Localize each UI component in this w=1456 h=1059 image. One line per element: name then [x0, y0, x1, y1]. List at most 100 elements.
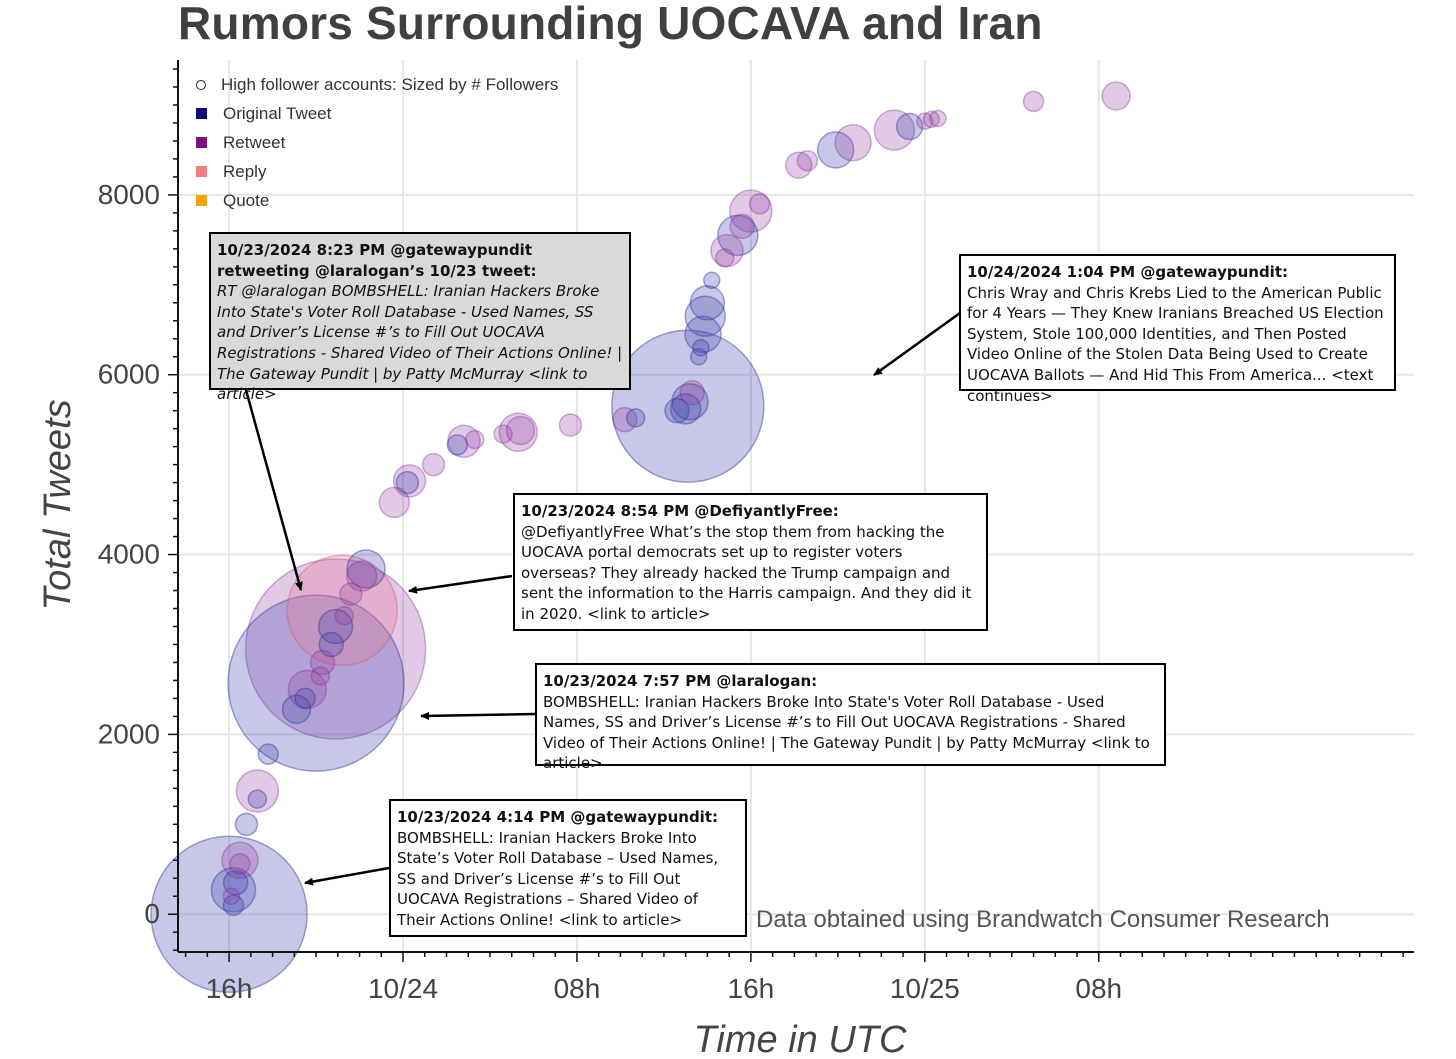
data-point — [684, 295, 726, 338]
square-swatch-icon — [196, 108, 207, 119]
square-swatch-icon — [196, 166, 207, 177]
callout-laralogan: 10/23/2024 7:57 PM @laralogan: BOMBSHELL… — [535, 663, 1166, 772]
data-point — [446, 434, 469, 456]
legend-label: Quote — [223, 190, 270, 210]
callout-heading: 10/23/2024 8:54 PM @DefiyantlyFree: — [521, 502, 839, 520]
data-point — [221, 841, 259, 880]
data-point — [664, 397, 690, 424]
y-tick-label: 8000 — [98, 179, 160, 210]
data-point — [929, 109, 947, 128]
callout-text: @DefiyantlyFree What’s the stop them fro… — [521, 522, 972, 623]
data-points — [150, 81, 1131, 993]
data-point — [834, 123, 872, 162]
x-tick-label: 10/24 — [368, 973, 438, 1004]
legend-entry-retweet: Retweet — [196, 128, 558, 157]
legend-entry-original: Original Tweet — [196, 99, 558, 128]
data-point — [703, 271, 721, 290]
callout-heading: 10/24/2024 1:04 PM @gatewaypundit: — [967, 263, 1288, 281]
data-point — [895, 112, 924, 141]
callout-arrow — [304, 866, 390, 886]
callout-text: Chris Wray and Chris Krebs Lied to the A… — [967, 283, 1384, 405]
data-point — [816, 131, 855, 169]
data-point — [498, 412, 539, 453]
data-point — [505, 415, 536, 446]
data-point — [286, 554, 398, 667]
data-point — [421, 452, 446, 477]
legend: High follower accounts: Sized by # Follo… — [196, 70, 558, 215]
data-point — [710, 233, 744, 268]
data-point — [257, 743, 279, 765]
data-point — [671, 382, 709, 421]
data-point — [558, 413, 583, 437]
callout-gateway-retweet: 10/23/2024 8:23 PM @gatewaypundit retwee… — [209, 232, 631, 403]
data-point — [234, 812, 259, 837]
data-point — [281, 694, 312, 724]
y-tick-label: 6000 — [98, 359, 160, 390]
data-point — [796, 149, 819, 172]
data-point — [717, 214, 759, 257]
callout-arrows — [244, 311, 961, 886]
data-point — [378, 486, 411, 519]
data-point — [222, 870, 249, 896]
chart-title: Rumors Surrounding UOCAVA and Iran — [178, 0, 1043, 49]
data-point — [339, 582, 363, 606]
callout-text: RT @laralogan BOMBSHELL: Iranian Hackers… — [217, 282, 623, 404]
data-point — [247, 789, 268, 809]
data-point — [244, 558, 427, 740]
data-point — [729, 189, 773, 233]
legend-size-entry: High follower accounts: Sized by # Follo… — [196, 70, 558, 99]
data-point — [689, 347, 708, 366]
data-point — [922, 110, 941, 129]
data-point — [235, 769, 280, 813]
source-note: Data obtained using Brandwatch Consumer … — [756, 906, 1330, 933]
data-point — [150, 835, 308, 993]
y-tick-label: 2000 — [98, 718, 160, 749]
data-point — [692, 338, 710, 357]
data-point — [447, 424, 481, 459]
data-point — [729, 213, 755, 240]
data-point — [669, 393, 702, 425]
callout-text: BOMBSHELL: Iranian Hackers Broke Into St… — [397, 828, 719, 929]
data-point — [611, 329, 765, 483]
callout-arrow — [408, 574, 513, 594]
x-tick-label: 16h — [206, 973, 253, 1004]
callout-gateway-1024: 10/24/2024 1:04 PM @gatewaypundit: Chris… — [959, 254, 1396, 405]
legend-label: Retweet — [223, 132, 286, 152]
callout-arrow — [420, 711, 536, 720]
callout-heading: 10/23/2024 7:57 PM @laralogan: — [543, 672, 818, 690]
data-point — [222, 894, 245, 916]
data-point — [625, 408, 646, 428]
data-point — [345, 560, 378, 592]
data-point — [229, 853, 251, 875]
data-point — [748, 193, 771, 215]
data-point — [309, 649, 336, 676]
data-point — [916, 112, 934, 130]
data-point — [294, 687, 316, 710]
data-point — [689, 285, 726, 321]
data-point — [346, 549, 386, 589]
data-point — [334, 605, 355, 626]
callout-arrow — [244, 389, 303, 591]
x-tick-label: 10/25 — [890, 973, 960, 1004]
callout-text: BOMBSHELL: Iranian Hackers Broke Into St… — [543, 692, 1150, 773]
data-point — [873, 109, 916, 151]
y-axis-label: Total Tweets — [37, 399, 79, 610]
data-point — [684, 315, 722, 354]
data-point — [227, 594, 405, 772]
data-point — [1022, 90, 1045, 113]
callout-heading: 10/23/2024 4:14 PM @gatewaypundit: — [397, 808, 718, 826]
x-tick-label: 08h — [554, 973, 601, 1004]
legend-entry-reply: Reply — [196, 157, 558, 186]
callout-defiyantlyfree: 10/23/2024 8:54 PM @DefiyantlyFree: @Def… — [513, 493, 988, 631]
legend-label: Reply — [223, 161, 267, 181]
data-point — [310, 666, 331, 686]
callout-gateway-original: 10/23/2024 4:14 PM @gatewaypundit: BOMBS… — [389, 799, 747, 937]
data-point — [493, 424, 513, 444]
callout-heading: 10/23/2024 8:23 PM @gatewaypundit retwee… — [217, 241, 537, 280]
data-point — [395, 470, 420, 495]
callout-arrow — [873, 311, 961, 377]
legend-label: Original Tweet — [223, 103, 332, 123]
data-point — [318, 631, 345, 658]
data-point — [1101, 81, 1131, 111]
